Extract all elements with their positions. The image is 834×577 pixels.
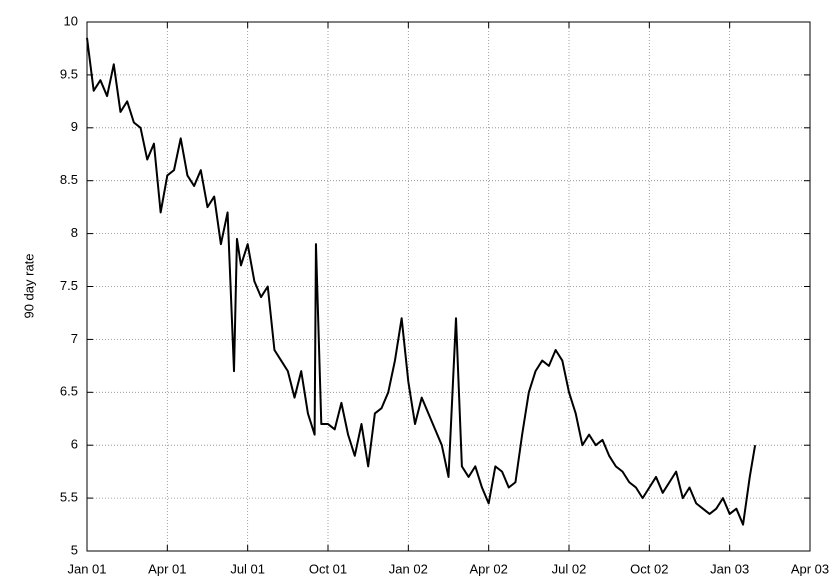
x-tick-label: Jan 03 [710, 561, 749, 576]
y-tick-label: 6 [71, 437, 78, 452]
y-tick-label: 10 [64, 13, 78, 28]
plot-frame [86, 21, 811, 552]
y-tick-label: 8.5 [60, 172, 78, 187]
y-tick-label: 8 [71, 225, 78, 240]
y-tick-label: 7 [71, 331, 78, 346]
y-tick-label: 9.5 [60, 66, 78, 81]
x-tick-label: Apr 02 [470, 561, 508, 576]
x-tick-label: Oct 02 [630, 561, 668, 576]
x-tick-label: Jul 01 [230, 561, 265, 576]
x-tick-label: Oct 01 [309, 561, 347, 576]
y-axis-label: 90 day rate [21, 253, 36, 318]
x-tick-label: Apr 03 [791, 561, 829, 576]
x-tick-label: Jan 01 [67, 561, 106, 576]
x-tick-label: Jan 02 [389, 561, 428, 576]
data-line [86, 37, 757, 526]
y-tick-label: 7.5 [60, 278, 78, 293]
y-tick-label: 5.5 [60, 490, 78, 505]
x-tick-label: Jul 02 [552, 561, 587, 576]
x-tick-label: Apr 01 [148, 561, 186, 576]
y-tick-label: 5 [71, 542, 78, 557]
y-tick-label: 9 [71, 119, 78, 134]
y-tick-label: 6.5 [60, 384, 78, 399]
